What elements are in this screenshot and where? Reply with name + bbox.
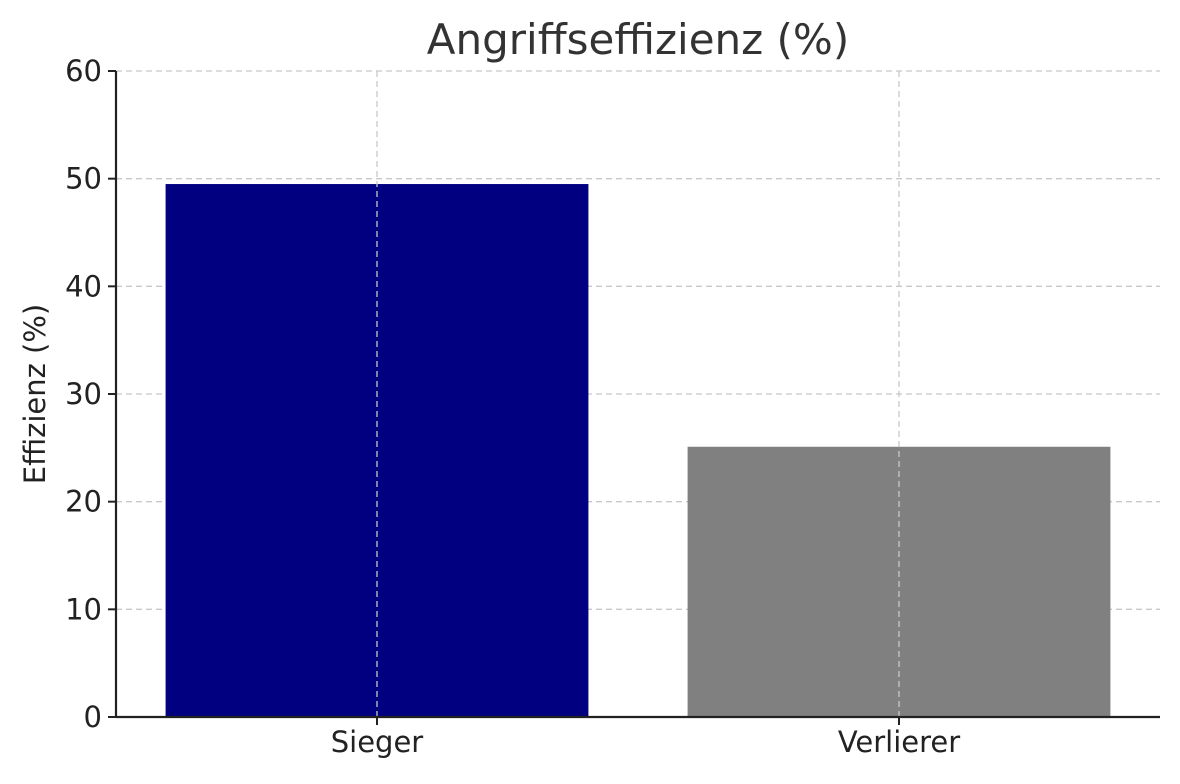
axes — [108, 70, 1160, 725]
y-axis-label: Effizienz (%) — [18, 304, 52, 485]
x-tick-label: Sieger — [331, 725, 424, 759]
y-tick-label: 60 — [65, 54, 102, 88]
y-tick-labels: 0 10 20 30 40 50 60 — [65, 54, 102, 734]
y-tick-label: 0 — [84, 700, 102, 734]
y-tick-label: 10 — [65, 592, 102, 626]
x-tick-labels: Sieger Verlierer — [331, 725, 960, 759]
y-tick-label: 30 — [65, 377, 102, 411]
y-tick-label: 20 — [65, 485, 102, 519]
bars — [165, 184, 1111, 718]
vertical-grid-lines — [376, 71, 900, 717]
x-tick-label: Verlierer — [838, 725, 960, 759]
chart-title: Angriffseffizienz (%) — [427, 15, 849, 64]
y-tick-label: 50 — [65, 162, 102, 196]
y-tick-label: 40 — [65, 269, 102, 303]
